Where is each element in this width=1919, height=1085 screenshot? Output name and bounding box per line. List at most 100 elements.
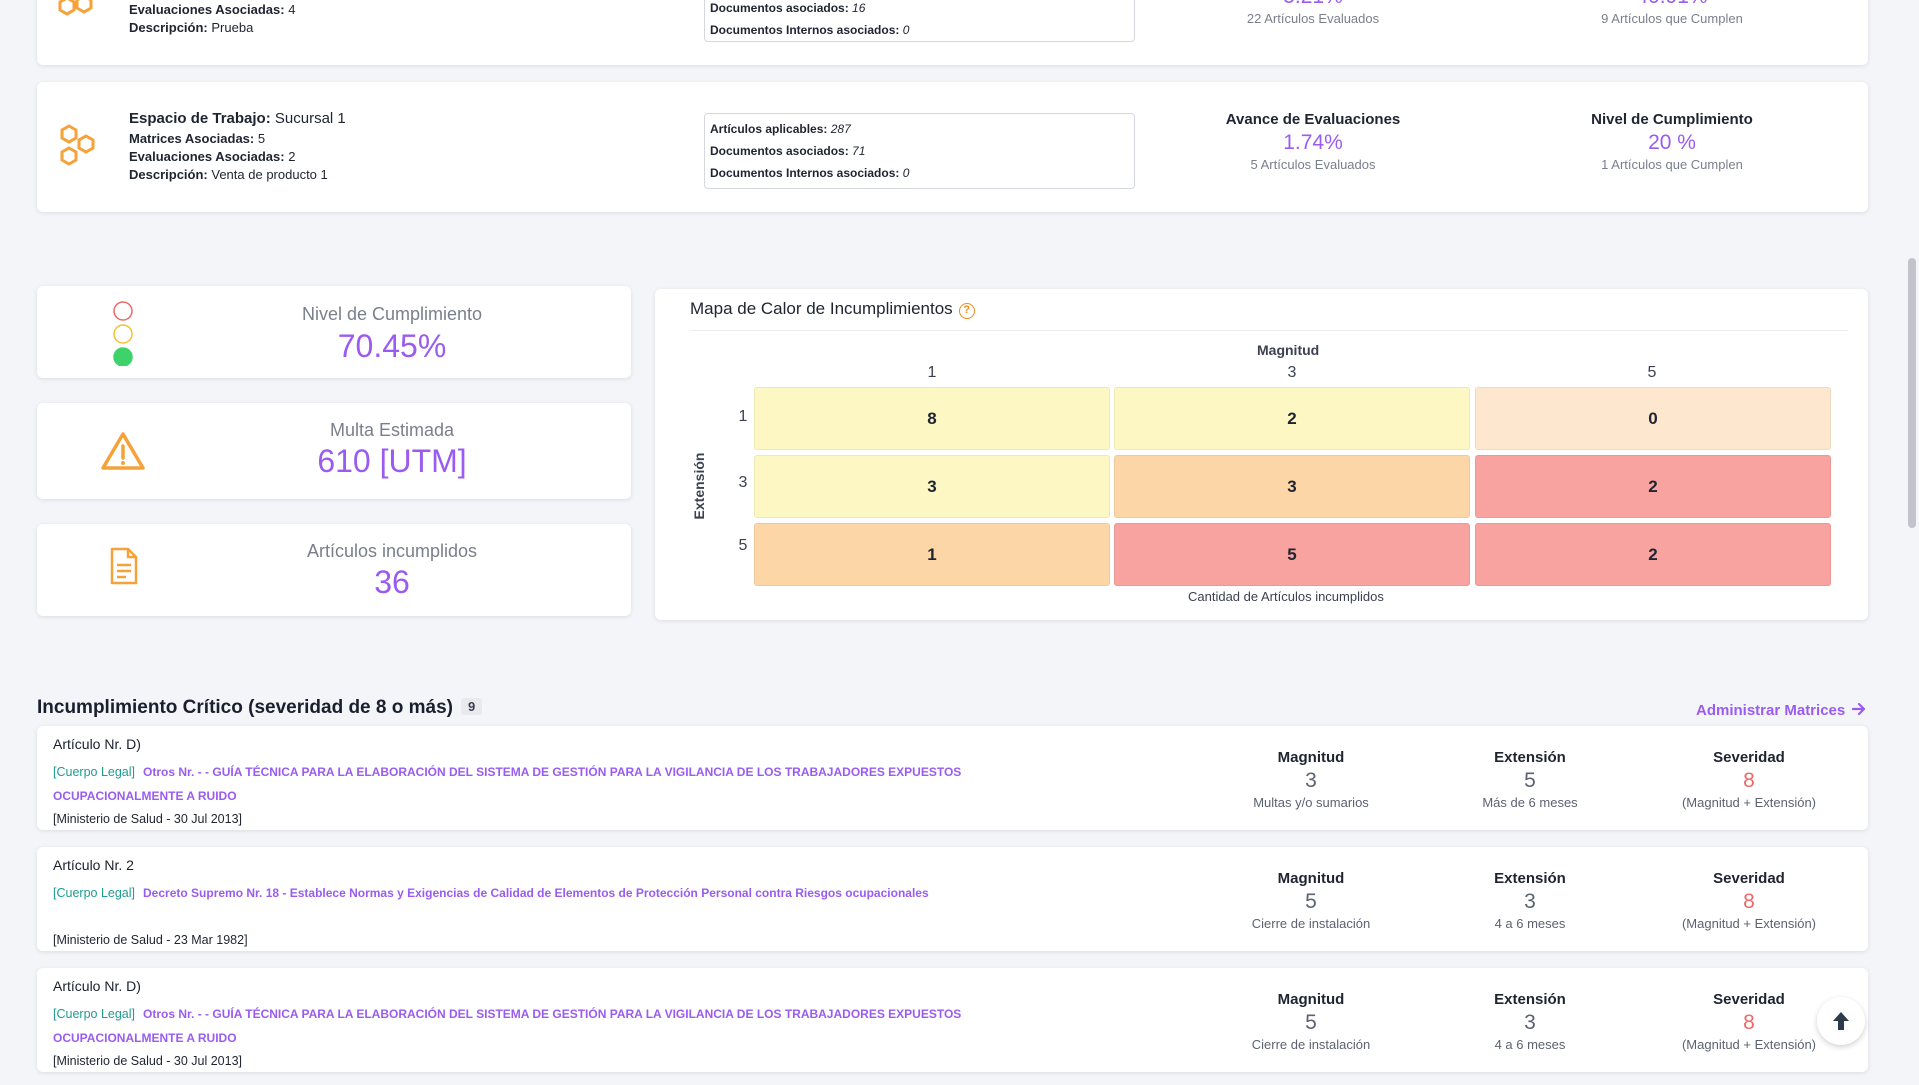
severity-col: Severidad 8 (Magnitud + Extensión)	[1649, 869, 1849, 933]
progress-label: Avance de Evaluaciones	[1225, 111, 1401, 128]
documents-box: Artículos aplicables: 287 Documentos aso…	[704, 113, 1135, 189]
heatmap-card: Mapa de Calor de Incumplimientos? Magnit…	[655, 289, 1868, 620]
x-tick: 5	[1647, 364, 1657, 381]
workspace-title-label: Espacio de Trabajo:	[129, 110, 271, 127]
progress-value: 1.74%	[1283, 131, 1343, 154]
kpi-title: Multa Estimada	[329, 420, 455, 440]
ministry-date: [Ministerio de Salud - 30 Jul 2013]	[53, 812, 242, 826]
kpi-title: Nivel de Cumplimiento	[301, 304, 483, 324]
severity-value: 8	[1743, 1011, 1755, 1034]
warning-triangle-icon	[100, 431, 146, 476]
critical-item[interactable]: Artículo Nr. 2 [Cuerpo Legal] Decreto Sup…	[37, 847, 1868, 951]
kpi-title: Artículos incumplidos	[306, 541, 478, 561]
heatmap-cell[interactable]: 0	[1475, 387, 1831, 450]
law-link[interactable]: Otros Nr. - - GUÍA TÉCNICA PARA LA ELABO…	[53, 1007, 962, 1045]
article-title: Artículo Nr. D)	[53, 978, 141, 994]
severity-sub: (Magnitud + Extensión)	[1681, 795, 1817, 810]
magnitude-value: 5	[1305, 890, 1317, 913]
internal-docs-label: Documentos Internos asociados:	[710, 166, 900, 180]
law-link[interactable]: Otros Nr. - - GUÍA TÉCNICA PARA LA ELABO…	[53, 765, 962, 803]
heatmap-cell[interactable]: 5	[1114, 523, 1470, 586]
scrollbar-track[interactable]	[1905, 0, 1919, 1085]
magnitude-col: Magnitud 5 Cierre de instalación	[1211, 869, 1411, 933]
critical-item[interactable]: Artículo Nr. D) [Cuerpo Legal] Otros Nr. …	[37, 968, 1868, 1072]
admin-matrices-link[interactable]: Administrar Matrices	[1696, 702, 1866, 719]
severity-value: 8	[1743, 769, 1755, 792]
extension-col: Extensión 3 4 a 6 meses	[1430, 869, 1630, 933]
compliance-stat: Nivel de Cumplimiento 20 % 1 Artículos q…	[1542, 110, 1802, 174]
legal-tag: [Cuerpo Legal]	[53, 765, 136, 779]
heatmap-cell[interactable]: 1	[754, 523, 1110, 586]
extension-col: Extensión 3 4 a 6 meses	[1430, 990, 1630, 1054]
progress-value: 5.21%	[1183, 0, 1443, 10]
x-tick: 1	[927, 364, 937, 381]
evaluations-label: Evaluaciones Asociadas:	[129, 149, 285, 164]
applicable-label: Artículos aplicables:	[710, 122, 828, 136]
hexagons-icon	[57, 0, 97, 23]
article-title: Artículo Nr. 2	[53, 857, 134, 873]
applicable-value: 287	[830, 122, 851, 136]
x-axis-title: Magnitud	[1257, 342, 1320, 358]
docs-label: Documentos asociados:	[710, 144, 849, 158]
workspace-card: Espacio de Trabajo: Sucursal 1 Matrices …	[37, 82, 1868, 212]
article-title: Artículo Nr. D)	[53, 736, 141, 752]
workspace-card: Evaluaciones Asociadas: 4 Descripción: P…	[37, 0, 1868, 65]
compliance-stat: 40.91% 9 Artículos que Cumplen	[1542, 0, 1802, 28]
law-link[interactable]: Decreto Supremo Nr. 18 - Establece Norma…	[143, 886, 929, 900]
extension-label: Extensión	[1494, 991, 1566, 1008]
compliance-label: Nivel de Cumplimiento	[1591, 111, 1753, 128]
evaluations-value: 4	[288, 2, 296, 17]
divider	[690, 330, 1848, 331]
progress-sub: 5 Artículos Evaluados	[1250, 157, 1376, 172]
magnitude-sub: Cierre de instalación	[1251, 1037, 1371, 1052]
kpi-articles-card: Artículos incumplidos 36	[37, 524, 631, 616]
heatmap-cell[interactable]: 2	[1114, 387, 1470, 450]
severity-value: 8	[1743, 890, 1755, 913]
heatmap-title: Mapa de Calor de Incumplimientos	[690, 299, 953, 318]
critical-item[interactable]: Artículo Nr. D) [Cuerpo Legal] Otros Nr. …	[37, 726, 1868, 830]
magnitude-value: 3	[1305, 769, 1317, 792]
kpi-fine-card: Multa Estimada 610 [UTM]	[37, 403, 631, 499]
extension-sub: Más de 6 meses	[1482, 795, 1578, 810]
magnitude-value: 5	[1305, 1011, 1317, 1034]
description-value: Prueba	[211, 20, 254, 35]
help-circle-icon[interactable]: ?	[958, 303, 975, 319]
severity-col: Severidad 8 (Magnitud + Extensión)	[1649, 748, 1849, 812]
magnitude-sub: Cierre de instalación	[1251, 916, 1371, 931]
magnitude-col: Magnitud 3 Multas y/o sumarios	[1211, 748, 1411, 812]
y-tick: 1	[738, 408, 748, 425]
magnitude-label: Magnitud	[1277, 870, 1345, 887]
workspace-title-value: Sucursal 1	[274, 110, 346, 127]
kpi-compliance-card: Nivel de Cumplimiento 70.45%	[37, 286, 631, 378]
heatmap-cell[interactable]: 3	[754, 455, 1110, 518]
scrollbar-thumb[interactable]	[1908, 258, 1916, 528]
extension-sub: 4 a 6 meses	[1494, 1037, 1566, 1052]
y-axis-title: Extensión	[691, 452, 707, 520]
compliance-value: 20 %	[1648, 131, 1696, 154]
arrow-up-icon	[1833, 1012, 1849, 1030]
severity-label: Severidad	[1713, 991, 1785, 1008]
document-icon	[108, 546, 140, 591]
scroll-top-button[interactable]	[1817, 997, 1865, 1045]
magnitude-sub: Multas y/o sumarios	[1253, 795, 1369, 810]
kpi-value: 36	[374, 564, 410, 600]
extension-value: 5	[1524, 769, 1536, 792]
magnitude-label: Magnitud	[1277, 991, 1345, 1008]
description-label: Descripción:	[129, 167, 208, 182]
severity-label: Severidad	[1713, 749, 1785, 766]
extension-value: 3	[1524, 1011, 1536, 1034]
heatmap-cell[interactable]: 2	[1475, 455, 1831, 518]
docs-value: 71	[852, 144, 866, 158]
compliance-sub: 1 Artículos que Cumplen	[1601, 157, 1743, 172]
magnitude-label: Magnitud	[1277, 749, 1345, 766]
heatmap-cell[interactable]: 2	[1475, 523, 1831, 586]
legal-tag: [Cuerpo Legal]	[53, 1007, 136, 1021]
internal-docs-value: 0	[902, 166, 910, 180]
severity-sub: (Magnitud + Extensión)	[1681, 916, 1817, 931]
progress-stat: Avance de Evaluaciones 1.74% 5 Artículos…	[1183, 110, 1443, 174]
matrices-value: 5	[257, 131, 266, 146]
section-title: Incumplimiento Crítico (severidad de 8 o…	[37, 697, 453, 718]
count-badge: 9	[461, 698, 483, 715]
heatmap-cell[interactable]: 3	[1114, 455, 1470, 518]
heatmap-cell[interactable]: 8	[754, 387, 1110, 450]
